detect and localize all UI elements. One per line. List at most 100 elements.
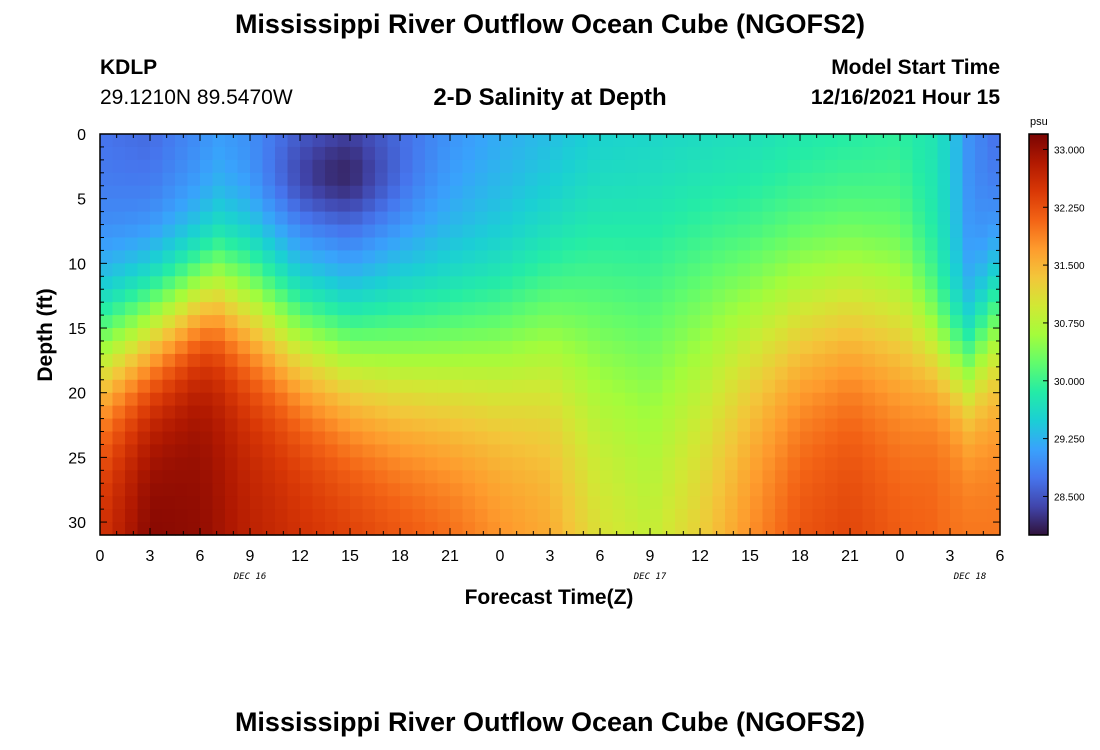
heatmap-cell: [150, 418, 164, 433]
heatmap-cell: [362, 224, 376, 239]
heatmap-cell: [775, 340, 789, 355]
heatmap-cell: [912, 315, 926, 329]
heatmap-cell: [175, 522, 189, 536]
heatmap-cell: [112, 392, 126, 407]
heatmap-cell: [350, 237, 364, 252]
heatmap-cell: [137, 276, 151, 290]
day-label: DEC 16: [233, 572, 267, 582]
heatmap-cell: [375, 250, 389, 264]
x-tick-label: 12: [691, 548, 709, 565]
heatmap-cell: [825, 444, 839, 458]
heatmap-cell: [337, 224, 351, 239]
heatmap-cell: [287, 522, 301, 536]
heatmap-cell: [212, 289, 226, 303]
heatmap-cell: [787, 198, 801, 213]
heatmap-cell: [875, 431, 889, 446]
heatmap-cell: [662, 250, 676, 264]
heatmap-cell: [762, 250, 776, 264]
heatmap-cell: [637, 276, 651, 290]
heatmap-cell: [387, 211, 401, 226]
heatmap-cell: [462, 470, 476, 484]
heatmap-cell: [600, 211, 614, 226]
heatmap-cell: [800, 146, 814, 161]
heatmap-cell: [412, 146, 426, 161]
heatmap-cell: [300, 276, 314, 290]
heatmap-cell: [487, 172, 501, 187]
heatmap-cell: [737, 134, 751, 148]
heatmap-cell: [612, 159, 626, 174]
heatmap-cell: [262, 444, 276, 458]
heatmap-cell: [812, 496, 826, 510]
heatmap-cell: [712, 431, 726, 446]
heatmap-cells: [100, 134, 1001, 536]
heatmap-cell: [662, 328, 676, 342]
heatmap-cell: [337, 353, 351, 368]
heatmap-cell: [450, 353, 464, 368]
heatmap-cell: [562, 509, 576, 523]
heatmap-cell: [412, 379, 426, 394]
heatmap-cell: [512, 444, 526, 458]
heatmap-cell: [362, 366, 376, 381]
heatmap-cell: [525, 198, 539, 213]
heatmap-cell: [612, 198, 626, 213]
heatmap-cell: [525, 353, 539, 368]
heatmap-cell: [300, 328, 314, 342]
heatmap-cell: [675, 496, 689, 510]
heatmap-cell: [200, 315, 214, 329]
heatmap-cell: [212, 211, 226, 226]
heatmap-cell: [500, 134, 514, 148]
heatmap-cell: [387, 366, 401, 381]
heatmap-cell: [825, 353, 839, 368]
heatmap-cell: [362, 418, 376, 433]
heatmap-cell: [287, 263, 301, 277]
heatmap-cell: [862, 263, 876, 277]
heatmap-cell: [112, 328, 126, 342]
heatmap-cell: [637, 159, 651, 174]
heatmap-cell: [675, 509, 689, 523]
heatmap-cell: [200, 185, 214, 200]
heatmap-cell: [550, 392, 564, 407]
heatmap-cell: [312, 328, 326, 342]
heatmap-cell: [112, 405, 126, 420]
heatmap-cell: [637, 250, 651, 264]
heatmap-cell: [775, 405, 789, 420]
heatmap-cell: [837, 340, 851, 355]
heatmap-cell: [200, 340, 214, 355]
heatmap-cell: [375, 302, 389, 316]
heatmap-cell: [825, 379, 839, 394]
heatmap-cell: [275, 366, 289, 381]
heatmap-cell: [125, 237, 139, 252]
heatmap-cell: [737, 470, 751, 484]
heatmap-cell: [237, 302, 251, 316]
colorbar-tick-label: 32.250: [1054, 203, 1085, 214]
heatmap-cell: [800, 379, 814, 394]
heatmap-cell: [262, 457, 276, 471]
heatmap-cell: [537, 211, 551, 226]
heatmap-cell: [575, 470, 589, 484]
heatmap-cell: [225, 509, 239, 523]
heatmap-cell: [162, 405, 176, 420]
heatmap-cell: [750, 302, 764, 316]
heatmap-cell: [275, 146, 289, 161]
heatmap-cell: [600, 431, 614, 446]
heatmap-cell: [475, 353, 489, 368]
heatmap-cell: [337, 289, 351, 303]
heatmap-cell: [112, 315, 126, 329]
heatmap-cell: [650, 237, 664, 252]
heatmap-cell: [500, 198, 514, 213]
heatmap-cell: [875, 250, 889, 264]
x-tick-label: 6: [196, 548, 205, 565]
heatmap-cell: [837, 250, 851, 264]
heatmap-cell: [550, 418, 564, 433]
heatmap-cell: [625, 263, 639, 277]
heatmap-cell: [262, 146, 276, 161]
heatmap-cell: [850, 263, 864, 277]
heatmap-cell: [450, 340, 464, 355]
colorbar-tick-label: 30.750: [1054, 319, 1085, 330]
heatmap-cell: [562, 483, 576, 497]
heatmap-cell: [875, 211, 889, 226]
heatmap-cell: [812, 509, 826, 523]
heatmap-cell: [187, 418, 201, 433]
heatmap-cell: [250, 509, 264, 523]
